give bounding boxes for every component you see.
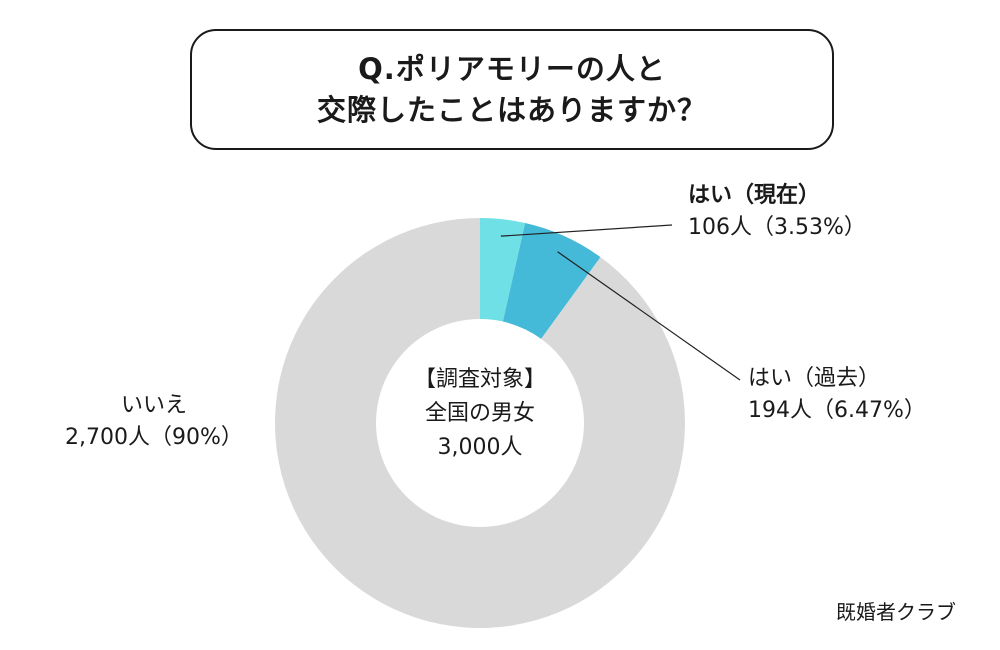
label-past-name: はい（過去） xyxy=(748,366,881,391)
survey-note-target: 全国の男女 xyxy=(424,401,535,426)
label-current: はい（現在） 106人（3.53%） xyxy=(688,180,866,244)
label-no-value: 2,700人（90%） xyxy=(65,425,243,450)
label-no: いいえ 2,700人（90%） xyxy=(54,390,254,454)
title-line-2: 交際したことはありますか？ xyxy=(316,92,707,127)
title-line-1: Q.ポリアモリーの人と xyxy=(358,51,666,86)
leader-lines xyxy=(500,224,741,381)
label-current-value: 106人（3.53%） xyxy=(688,215,866,240)
survey-note-heading: 【調査対象】 xyxy=(413,367,546,392)
donut-slices xyxy=(274,218,685,628)
credit: 既婚者クラブ xyxy=(836,600,956,624)
slice-past xyxy=(502,223,601,339)
survey-note: 【調査対象】 全国の男女 3,000人 xyxy=(380,363,580,465)
label-no-name: いいえ xyxy=(120,393,187,418)
slice-current xyxy=(480,218,526,322)
leader-line-past xyxy=(557,251,741,381)
label-past-value: 194人（6.47%） xyxy=(748,398,926,423)
label-current-name: はい（現在） xyxy=(688,183,821,208)
survey-note-count: 3,000人 xyxy=(437,435,523,460)
label-past: はい（過去） 194人（6.47%） xyxy=(748,363,926,427)
title-box: Q.ポリアモリーの人と 交際したことはありますか？ xyxy=(190,29,834,150)
leader-line-current xyxy=(500,224,673,237)
slice-no xyxy=(274,218,685,628)
